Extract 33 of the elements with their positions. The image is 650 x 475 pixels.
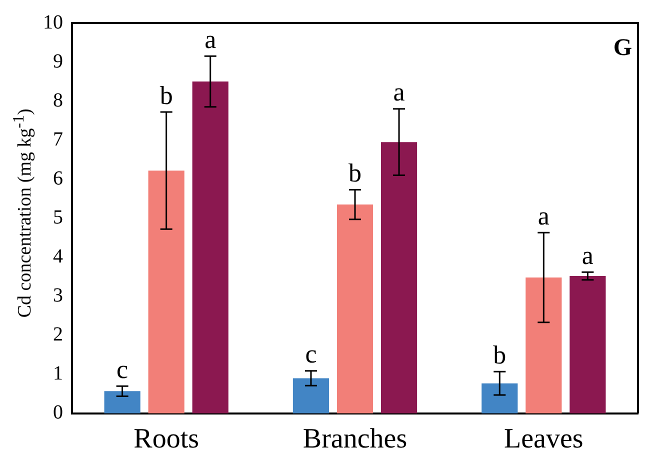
annotation: c [116,354,128,384]
y-tick-label: 2 [53,324,63,346]
annotation: a [393,78,406,107]
y-tick-label: 6 [53,167,63,190]
y-tick-label: 5 [53,206,63,228]
bar [336,204,374,414]
bar [104,391,140,414]
y-tick-label: 4 [53,245,63,268]
y-tick-label: 9 [53,50,63,72]
bar [192,82,228,414]
x-tick-label: Roots [134,424,200,455]
y-tick-label: 1 [53,362,63,385]
y-tick-label: 7 [53,128,63,150]
y-tick-label: 10 [43,11,63,34]
bar [380,142,418,414]
annotation: a [204,25,217,54]
x-tick-label: Leaves [504,424,584,455]
bar [526,278,562,414]
bar [148,170,184,414]
annotation: c [305,340,317,369]
y-tick-label: 8 [53,89,63,112]
bar [482,383,518,414]
bar [292,378,330,414]
bar [570,276,606,414]
y-tick-label: 3 [53,284,63,307]
annotation: b [160,80,173,110]
annotation: a [582,240,594,270]
annotation: b [493,340,506,370]
x-tick-label: Branches [302,424,408,455]
y-tick-label: 0 [53,402,63,424]
annotation: a [538,201,550,230]
annotation: b [348,158,362,188]
annotation: G [613,35,632,62]
